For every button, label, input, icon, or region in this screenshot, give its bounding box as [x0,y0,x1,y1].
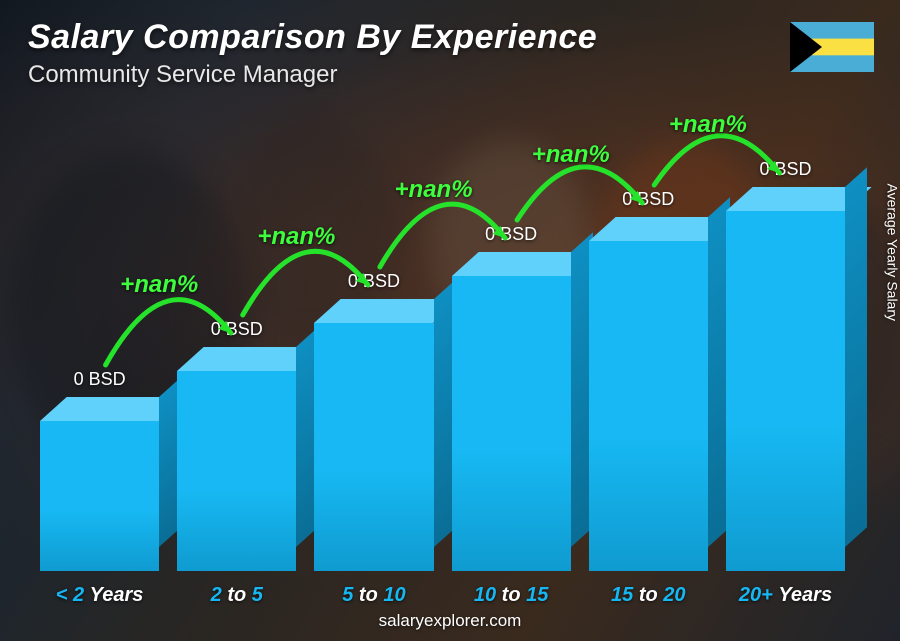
bar-value-label: 0 BSD [302,271,445,292]
bar: 0 BSD [177,371,296,571]
increase-label: +nan% [257,223,335,251]
increase-label: +nan% [120,271,198,299]
bar: 0 BSD [589,241,708,571]
bar: 0 BSD [452,276,571,571]
bar-value-label: 0 BSD [165,319,308,340]
bar-front [452,276,571,571]
bar-column: 0 BSD< 2 Years [40,111,159,571]
header: Salary Comparison By Experience Communit… [28,18,597,89]
bar: 0 BSD [314,323,433,571]
chart-subtitle: Community Service Manager [28,61,597,89]
bar: 0 BSD [726,211,845,571]
bar-chart: 0 BSD< 2 Years0 BSD2 to 50 BSD5 to 100 B… [40,111,845,571]
bar-value-label: 0 BSD [714,159,857,180]
bar-column: 0 BSD20+ Years [726,111,845,571]
bar-column: 0 BSD15 to 20 [589,111,708,571]
bar-value-label: 0 BSD [440,224,583,245]
bar: 0 BSD [40,421,159,571]
increase-label: +nan% [395,176,473,204]
bar-x-label: < 2 Years [28,584,171,607]
bar-value-label: 0 BSD [28,369,171,390]
bar-front [314,323,433,571]
bar-x-label: 5 to 10 [302,584,445,607]
bar-x-label: 2 to 5 [165,584,308,607]
bar-front [40,421,159,571]
y-axis-label: Average Yearly Salary [884,183,900,321]
infographic-canvas: Salary Comparison By Experience Communit… [0,0,900,641]
footer-credit: salaryexplorer.com [0,611,900,631]
bar-front [177,371,296,571]
bar-x-label: 15 to 20 [577,584,720,607]
increase-label: +nan% [532,141,610,169]
bar-column: 0 BSD2 to 5 [177,111,296,571]
bahamas-flag-icon [790,22,874,72]
chart-title: Salary Comparison By Experience [28,18,597,57]
bar-front [589,241,708,571]
bar-value-label: 0 BSD [577,189,720,210]
bar-x-label: 10 to 15 [440,584,583,607]
increase-label: +nan% [669,111,747,139]
bar-x-label: 20+ Years [714,584,857,607]
bar-front [726,211,845,571]
bar-side-face [845,167,867,547]
